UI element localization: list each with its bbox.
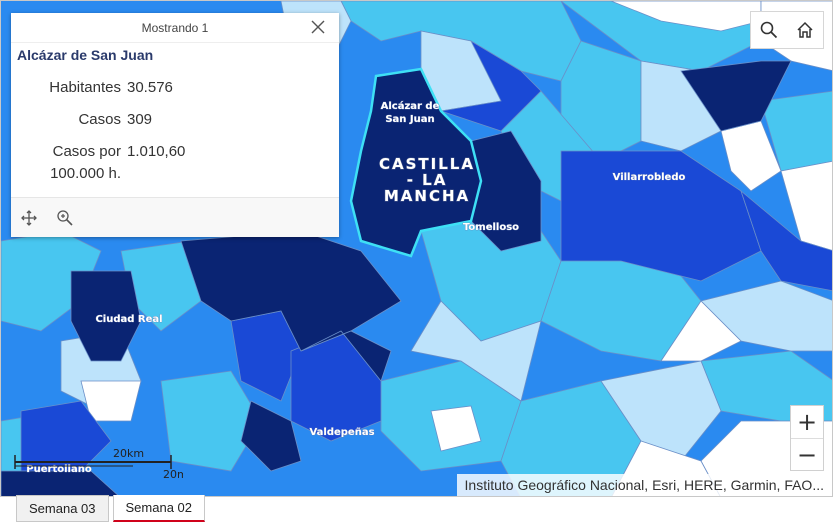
attribute-label: Casos [78, 111, 121, 128]
map-frame: Alcázar de San Juan CASTILLA - LA MANCHA… [0, 0, 833, 497]
region-label-line3: MANCHA [384, 187, 470, 205]
attribute-value: 30.576 [127, 79, 173, 96]
region-label-line1: CASTILLA [379, 155, 475, 173]
zoom-out-button[interactable]: − [791, 438, 823, 470]
popup-feature-count: Mostrando 1 [141, 21, 209, 35]
popup-header: Mostrando 1 [11, 13, 339, 43]
search-button[interactable] [751, 12, 787, 48]
feature-popup: Mostrando 1 Alcázar de San Juan Habitant… [11, 13, 339, 237]
popup-title: Alcázar de San Juan [17, 47, 154, 63]
attribute-value: 1.010,60 [127, 143, 186, 160]
scale-bar: 20km 20mi [13, 447, 191, 487]
popup-attribute-table: Habitantes 30.576 Casos 309 Casos por 10… [11, 77, 185, 195]
attribute-label: Habitantes [49, 79, 121, 96]
attribute-row: Casos 309 [11, 109, 185, 141]
selected-municipality[interactable] [349, 67, 483, 258]
attribute-label: Casos por 100.000 h. [50, 143, 121, 182]
map-label-valdepenas: Valdepeñas [309, 427, 374, 438]
zoom-to-button[interactable] [55, 208, 75, 228]
attribute-row: Casos por 100.000 h. 1.010,60 [11, 141, 185, 195]
search-icon [760, 21, 778, 39]
week-tabs: Semana 03 Semana 02 [16, 495, 205, 522]
map-label-alcazar-line2: San Juan [385, 114, 434, 125]
attribute-value: 309 [127, 111, 153, 128]
map-label-alcazar-line1: Alcázar de [381, 100, 440, 112]
map-label-puertollano: Puertollano [26, 464, 92, 475]
attribute-row: Habitantes 30.576 [11, 77, 185, 109]
zoom-control: + − [790, 405, 824, 471]
zoom-in-button[interactable]: + [796, 408, 818, 436]
popup-actions [11, 197, 339, 237]
region-label-line2: - LA [407, 171, 448, 189]
close-icon [311, 20, 325, 34]
scale-label-mi: 20mi [163, 468, 183, 481]
map-label-ciudad-real: Ciudad Real [95, 314, 162, 325]
map-canvas[interactable]: Alcázar de San Juan CASTILLA - LA MANCHA… [1, 1, 833, 497]
scale-label-km: 20km [113, 447, 144, 460]
map-label-villarrobledo: Villarrobledo [613, 172, 686, 183]
tab-semana-02[interactable]: Semana 02 [112, 495, 205, 522]
pan-to-button[interactable] [19, 208, 39, 228]
map-toolbar [750, 11, 824, 49]
home-button[interactable] [787, 12, 823, 48]
municipality-polygons[interactable] [1, 1, 833, 497]
popup-close-button[interactable] [309, 18, 327, 36]
home-icon [797, 21, 813, 38]
pan-to-icon [21, 209, 37, 226]
zoom-to-icon [57, 209, 73, 226]
map-label-tomelloso: Tomelloso [463, 222, 519, 233]
tab-semana-03[interactable]: Semana 03 [16, 495, 109, 522]
map-attribution[interactable]: Instituto Geográfico Nacional, Esri, HER… [456, 474, 832, 496]
choropleth-map[interactable]: Alcázar de San Juan CASTILLA - LA MANCHA… [1, 1, 833, 497]
